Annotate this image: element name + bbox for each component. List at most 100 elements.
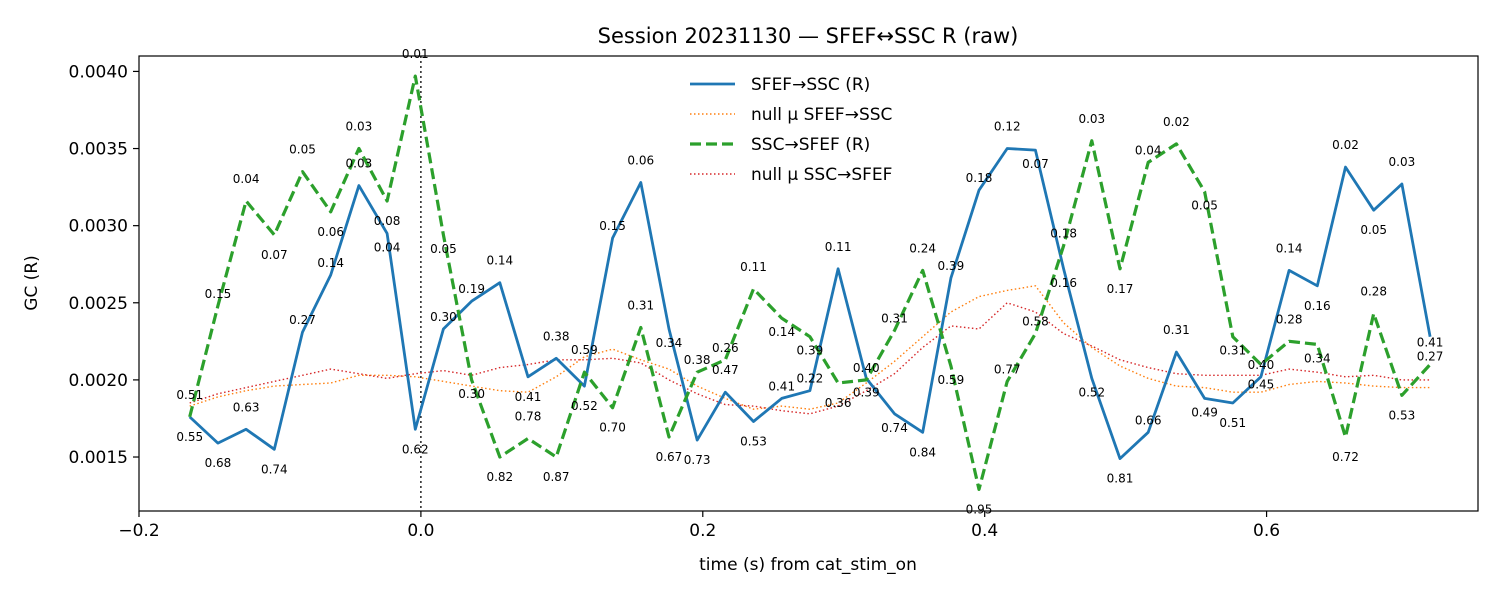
y-tick-label: 0.0030 — [69, 217, 128, 237]
pvalue-label: 0.31 — [627, 298, 654, 312]
pvalue-label: 0.40 — [853, 361, 880, 375]
pvalue-label: 0.08 — [374, 214, 401, 228]
y-tick-label: 0.0015 — [69, 448, 128, 468]
pvalue-label: 0.05 — [289, 143, 316, 157]
pvalue-label: 0.82 — [486, 470, 513, 484]
pvalue-label: 0.17 — [1107, 282, 1134, 296]
pvalue-label: 0.16 — [1050, 276, 1077, 290]
y-axis-label: GC (R) — [22, 255, 42, 311]
pvalue-label: 0.24 — [909, 241, 936, 255]
pvalue-label: 0.70 — [599, 421, 626, 435]
pvalue-label: 0.15 — [599, 219, 626, 233]
pvalue-label: 0.55 — [176, 430, 203, 444]
plot-area: −0.2 0.0 0.2 0.4 0.6 0.0015 0.0020 0.0025 0.0030… — [69, 47, 1479, 541]
x-tick-label: 0.6 — [1253, 521, 1280, 541]
pvalue-label: 0.62 — [402, 442, 429, 456]
legend-label-0: SFEF→SSC (R) — [751, 75, 870, 95]
pvalue-label: 0.40 — [1248, 358, 1275, 372]
pvalue-label: 0.38 — [684, 353, 711, 367]
pvalue-label: 0.39 — [797, 344, 824, 358]
pvalue-label: 0.16 — [1304, 299, 1331, 313]
chart-title: Session 20231130 — SFEF↔SSC R (raw) — [598, 24, 1019, 48]
y-tick-label: 0.0020 — [69, 371, 128, 391]
pvalue-label: 0.06 — [627, 153, 654, 167]
x-axis-label: time (s) from cat_stim_on — [699, 555, 917, 575]
pvalue-label: 0.84 — [909, 445, 936, 459]
pvalue-label: 0.45 — [1248, 377, 1275, 391]
pvalue-label: 0.28 — [1276, 312, 1303, 326]
pvalue-label: 0.15 — [205, 287, 232, 301]
pvalue-label: 0.53 — [740, 435, 767, 449]
pvalue-label: 0.51 — [1219, 416, 1246, 430]
pvalue-label: 0.27 — [289, 313, 316, 327]
pvalue-label: 0.39 — [937, 259, 964, 273]
pvalue-label: 0.77 — [994, 362, 1021, 376]
pvalue-label: 0.18 — [966, 171, 993, 185]
pvalue-label: 0.81 — [1107, 472, 1134, 486]
y-tick-label: 0.0035 — [69, 140, 128, 160]
pvalue-label: 0.36 — [825, 396, 852, 410]
pvalue-label: 0.31 — [1163, 323, 1190, 337]
pvalue-label: 0.05 — [1191, 199, 1218, 213]
pvalue-label: 0.47 — [712, 363, 739, 377]
series-line-1 — [189, 285, 1431, 410]
pvalue-label: 0.03 — [346, 157, 373, 171]
y-tick-label: 0.0040 — [69, 62, 128, 82]
pvalue-label: 0.05 — [430, 242, 457, 256]
series-line-0 — [188, 147, 1432, 461]
pvalue-label: 0.59 — [937, 373, 964, 387]
y-tick-label: 0.0025 — [69, 294, 128, 314]
pvalue-label: 0.66 — [1135, 413, 1162, 427]
legend-label-2: SSC→SFEF (R) — [751, 135, 870, 155]
pvalue-label: 0.05 — [1360, 223, 1387, 237]
pvalue-label: 0.34 — [656, 336, 683, 350]
legend-label-1: null μ SFEF→SSC — [751, 105, 892, 125]
pvalue-label: 0.04 — [1135, 143, 1162, 157]
pvalue-label: 0.12 — [994, 120, 1021, 134]
pvalue-label: 0.39 — [853, 385, 880, 399]
legend-label-3: null μ SSC→SFEF — [751, 165, 892, 185]
pvalue-label: 0.11 — [825, 240, 852, 254]
pvalue-label: 0.03 — [1078, 112, 1105, 126]
series-line-3 — [189, 302, 1431, 415]
pvalue-label: 0.11 — [740, 260, 767, 274]
pvalue-label: 0.52 — [571, 399, 598, 413]
pvalue-label: 0.04 — [374, 240, 401, 254]
pvalue-label: 0.41 — [515, 390, 542, 404]
legend: SFEF→SSC (R) null μ SFEF→SSC SSC→SFEF (R) n… — [690, 75, 892, 185]
pvalue-label: 0.06 — [317, 225, 344, 239]
pvalue-label: 0.30 — [458, 387, 485, 401]
pvalue-label: 0.95 — [966, 502, 993, 516]
x-tick-label: −0.2 — [118, 521, 159, 541]
pvalue-label: 0.51 — [176, 388, 203, 402]
pvalue-label: 0.26 — [712, 341, 739, 355]
pvalue-label: 0.22 — [797, 372, 824, 386]
pvalue-label: 0.07 — [1022, 157, 1049, 171]
pvalue-label: 0.78 — [515, 410, 542, 424]
pvalue-label: 0.58 — [1022, 315, 1049, 329]
pvalue-label: 0.72 — [1332, 450, 1359, 464]
series-line-2 — [188, 74, 1432, 491]
pvalue-label: 0.34 — [1304, 351, 1331, 365]
pvalue-label: 0.74 — [261, 462, 288, 476]
pvalue-label: 0.14 — [317, 256, 344, 270]
pvalue-label: 0.53 — [1389, 408, 1416, 422]
pvalue-label: 0.03 — [1389, 155, 1416, 169]
x-tick-label: 0.2 — [689, 521, 716, 541]
pvalue-label: 0.68 — [205, 456, 232, 470]
pvalue-label: 0.87 — [543, 470, 570, 484]
pvalue-label: 0.28 — [1360, 285, 1387, 299]
plot-frame — [138, 55, 1479, 512]
pvalue-label: 0.38 — [543, 329, 570, 343]
pvalue-label: 0.14 — [1276, 241, 1303, 255]
pvalue-label: 0.02 — [1332, 138, 1359, 152]
x-tick-label: 0.4 — [971, 521, 998, 541]
x-tick-label: 0.0 — [407, 521, 434, 541]
pvalue-label: 0.41 — [768, 379, 795, 393]
pvalue-label: 0.18 — [1050, 227, 1077, 241]
pvalue-label: 0.52 — [1078, 385, 1105, 399]
pvalue-label: 0.63 — [233, 400, 260, 414]
pvalue-label: 0.19 — [458, 282, 485, 296]
pvalue-label: 0.67 — [656, 450, 683, 464]
